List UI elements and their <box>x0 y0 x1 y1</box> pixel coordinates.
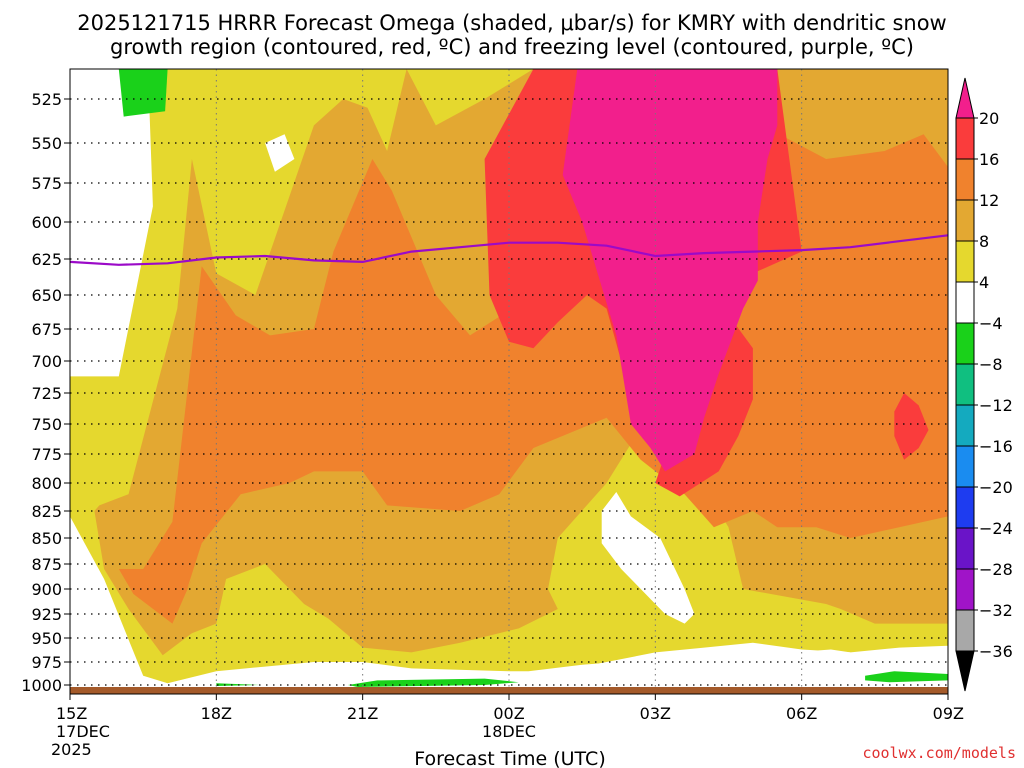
colorbar-label-12: −32 <box>979 601 1013 620</box>
y-tick-label-875: 875 <box>31 555 62 574</box>
x-tick-label-06Z: 06Z <box>786 704 817 723</box>
y-tick-label-600: 600 <box>31 213 62 232</box>
colorbar-swatch-13 <box>955 609 975 652</box>
omega-region-16-5 <box>894 393 929 460</box>
colorbar-swatch-1 <box>955 117 975 160</box>
y-tick-label-825: 825 <box>31 502 62 521</box>
grid-lines <box>70 69 948 687</box>
colorbar-label-5: −4 <box>979 314 1003 333</box>
colorbar-label-6: −8 <box>979 355 1003 374</box>
y-tick-label-1000: 1000 <box>21 676 62 695</box>
omega-region-neg-3 <box>865 671 948 683</box>
colorbar-label-13: −36 <box>979 642 1013 661</box>
colorbar-swatch-11 <box>955 527 975 570</box>
y-tick-label-625: 625 <box>31 250 62 269</box>
colorbar-label-9: −20 <box>979 478 1013 497</box>
colorbar-label-1: 16 <box>979 150 999 169</box>
colorbar-label-3: 8 <box>979 232 989 251</box>
y-tick-label-975: 975 <box>31 653 62 672</box>
plot-area <box>69 68 949 695</box>
y-tick-label-525: 525 <box>31 90 62 109</box>
omega-weak-region-2 <box>601 492 695 624</box>
chart-title-line1: 2025121715 HRRR Forecast Omega (shaded, … <box>77 11 947 35</box>
y-tick-label-775: 775 <box>31 445 62 464</box>
colorbar-swatch-3 <box>955 199 975 242</box>
colorbar-swatch-12 <box>955 568 975 611</box>
omega-region-neg-0 <box>118 69 168 117</box>
colorbar-label-10: −24 <box>979 519 1013 538</box>
colorbar-label-8: −16 <box>979 437 1013 456</box>
colorbar-swatch-5 <box>955 281 975 324</box>
omega-shading-layer <box>70 69 949 684</box>
colorbar-bottom-arrow <box>955 650 975 692</box>
colorbar-label-4: 4 <box>979 273 989 292</box>
ground-surface-bar <box>70 687 948 694</box>
x-tick-date-15Z: 17DEC <box>56 722 110 741</box>
y-tick-label-950: 950 <box>31 629 62 648</box>
y-tick-label-675: 675 <box>31 320 62 339</box>
x-tick-label-18Z: 18Z <box>201 704 232 723</box>
colorbar-swatch-8 <box>955 404 975 447</box>
colorbar-swatch-6 <box>955 322 975 365</box>
colorbar-label-11: −28 <box>979 560 1013 579</box>
y-tick-label-800: 800 <box>31 474 62 493</box>
y-tick-label-725: 725 <box>31 384 62 403</box>
y-tick-label-925: 925 <box>31 605 62 624</box>
y-tick-label-550: 550 <box>31 134 62 153</box>
weak-omega-gaps <box>265 134 866 685</box>
negative-omega-layer <box>118 69 948 687</box>
y-tick-label-900: 900 <box>31 580 62 599</box>
omega-weak-region-0 <box>699 649 866 685</box>
freezing-level-line <box>69 234 949 266</box>
omega-region-20-4 <box>562 69 778 472</box>
colorbar-swatch-2 <box>955 158 975 201</box>
y-tick-label-575: 575 <box>31 174 62 193</box>
colorbar-legend: 20 16 12 8 4 −4 −8 −12 −16 −20 −24 −28 −32 −36 <box>955 77 1013 692</box>
colorbar-label-7: −12 <box>979 396 1013 415</box>
colorbar-swatch-10 <box>955 486 975 529</box>
omega-weak-region-3 <box>265 134 295 172</box>
x-tick-label-00Z: 00Z <box>493 704 524 723</box>
colorbar-swatch-7 <box>955 363 975 406</box>
chart-title-line2: growth region (contoured, red, ºC) and f… <box>110 35 914 59</box>
pressure-axis: 525 550 575 600 625 650 675 700 725 750 775 800 825 8… <box>21 90 70 695</box>
y-tick-label-750: 750 <box>31 415 62 434</box>
colorbar-label-2: 12 <box>979 191 999 210</box>
colorbar-top-arrow <box>955 77 975 119</box>
omega-weak-region-1 <box>528 657 705 676</box>
x-tick-label-21Z: 21Z <box>347 704 378 723</box>
y-tick-label-700: 700 <box>31 352 62 371</box>
y-tick-label-850: 850 <box>31 529 62 548</box>
y-tick-label-650: 650 <box>31 286 62 305</box>
colorbar-swatch-4 <box>955 240 975 283</box>
x-tick-label-03Z: 03Z <box>640 704 671 723</box>
x-tick-label-15Z: 15Z <box>56 704 87 723</box>
colorbar-swatch-9 <box>955 445 975 488</box>
x-tick-date-00Z: 18DEC <box>482 722 536 741</box>
colorbar-label-0: 20 <box>979 109 999 128</box>
x-tick-year-15Z: 2025 <box>51 740 92 759</box>
credit-text: coolwx.com/models <box>862 744 1016 762</box>
x-tick-label-09Z: 09Z <box>933 704 964 723</box>
x-axis-label: Forecast Time (UTC) <box>414 748 605 768</box>
